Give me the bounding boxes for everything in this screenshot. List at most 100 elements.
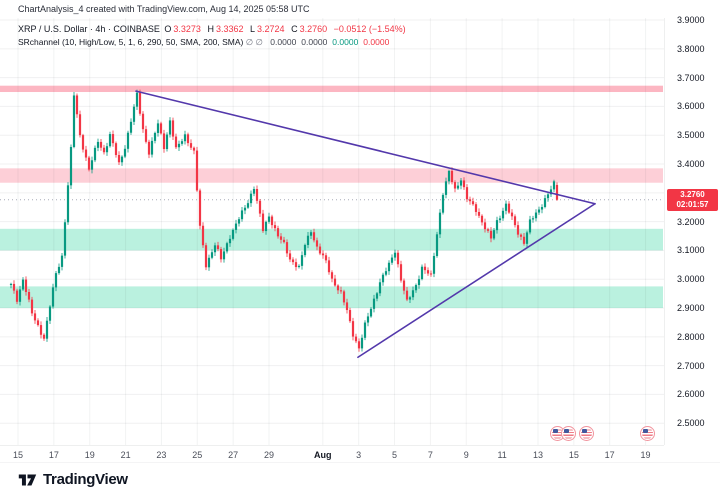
- candle-up: [105, 146, 109, 153]
- price-tick-label: 2.9000: [677, 303, 705, 314]
- candle-up: [378, 282, 382, 294]
- candle-up: [264, 221, 268, 232]
- candle-up: [384, 271, 388, 275]
- price-tick-label: 3.0000: [677, 274, 705, 285]
- candle-down: [285, 242, 289, 254]
- candle-down: [219, 249, 223, 260]
- candle-up: [168, 120, 172, 135]
- candle-down: [30, 299, 34, 314]
- candle-up: [240, 210, 244, 220]
- candle-down: [270, 216, 274, 226]
- candle-up: [207, 257, 211, 268]
- time-tick-label: 13: [532, 450, 543, 460]
- high-value: 3.3362: [215, 24, 244, 34]
- candle-down: [81, 135, 85, 150]
- indicator-value: 0.0000: [363, 37, 390, 47]
- candle-up: [156, 123, 160, 133]
- candle-up: [459, 180, 463, 186]
- candle-down: [423, 266, 427, 271]
- open-value: 3.3273: [173, 24, 201, 34]
- resistance-zone-mid: [0, 168, 663, 183]
- close-value: 3.2760: [299, 24, 328, 34]
- candle-down: [429, 273, 433, 275]
- candle-up: [237, 219, 241, 224]
- candle-up: [531, 218, 535, 220]
- candle-up: [444, 181, 448, 195]
- candle-up: [420, 266, 424, 280]
- symbol-title[interactable]: XRP / U.S. Dollar · 4h · COINBASE: [18, 24, 160, 34]
- candle-up: [447, 170, 451, 182]
- time-tick-label: 15: [568, 450, 579, 460]
- candle-down: [102, 147, 106, 153]
- time-tick-label: 27: [228, 450, 239, 460]
- candle-up: [18, 289, 22, 302]
- candle-up: [408, 297, 412, 300]
- candle-up: [96, 141, 100, 148]
- candle-up: [120, 156, 124, 163]
- candle-down: [198, 190, 202, 226]
- candle-down: [468, 199, 472, 202]
- candle-up: [69, 147, 73, 186]
- indicator-legend-row[interactable]: SRchannel (10, High/Low, 5, 1, 6, 290, 5…: [18, 37, 408, 48]
- candle-down: [510, 212, 514, 217]
- symbol-legend-row[interactable]: XRP / U.S. Dollar · 4h · COINBASE O 3.327…: [18, 24, 408, 34]
- candle-up: [63, 222, 67, 256]
- chart-title-bar: ChartAnalysis_4 created with TradingView…: [0, 0, 720, 18]
- candle-up: [231, 229, 235, 239]
- price-axis[interactable]: 3.2760 02:01:57 3.9000 3.8000 3.7000 3.6000…: [664, 15, 720, 445]
- candle-up: [126, 132, 130, 149]
- candle-down: [162, 133, 166, 150]
- time-tick-label: 19: [84, 450, 95, 460]
- time-axis[interactable]: 15 17 19 21 23 25 27 29 Aug 3 5 7 9 11 13 15 17 19: [0, 445, 664, 463]
- candle-up: [72, 95, 76, 148]
- candle-up: [393, 252, 397, 258]
- candle-down: [282, 239, 286, 243]
- candle-down: [99, 141, 103, 148]
- candle-down: [159, 123, 163, 134]
- candle-up: [552, 181, 556, 190]
- candle-down: [189, 143, 193, 148]
- candle-down: [195, 150, 199, 191]
- candle-down: [450, 170, 454, 183]
- tradingview-wordmark[interactable]: TradingView: [43, 471, 128, 488]
- candle-down: [555, 184, 559, 200]
- candle-down: [114, 143, 118, 156]
- candlestick-plot[interactable]: [0, 18, 664, 445]
- candle-down: [516, 225, 520, 235]
- candle-up: [57, 266, 61, 274]
- tradingview-logo-icon[interactable]: [18, 473, 37, 487]
- candle-down: [462, 180, 466, 188]
- candle-down: [39, 325, 43, 335]
- candle-up: [381, 274, 385, 283]
- candle-down: [399, 264, 403, 281]
- candle-up: [180, 141, 184, 144]
- price-tick-label: 2.7000: [677, 360, 705, 371]
- chart-area[interactable]: XRP / U.S. Dollar · 4h · COINBASE O 3.327…: [0, 15, 720, 445]
- time-tick-label: 29: [264, 450, 275, 460]
- indicator-values: 0.0000 0.0000 0.0000 0.0000: [265, 37, 389, 47]
- indicator-value: 0.0000: [332, 37, 359, 47]
- candle-up: [225, 243, 229, 252]
- chart-legend: XRP / U.S. Dollar · 4h · COINBASE O 3.327…: [18, 24, 408, 48]
- candle-up: [546, 194, 550, 199]
- economic-event-icon[interactable]: [639, 426, 655, 441]
- page-title: ChartAnalysis_4 created with TradingView…: [18, 4, 310, 14]
- candle-down: [273, 225, 277, 229]
- candle-down: [261, 213, 265, 232]
- candle-down: [111, 134, 115, 144]
- candle-up: [441, 194, 445, 213]
- candle-up: [438, 212, 442, 235]
- economic-event-icon[interactable]: [560, 426, 576, 441]
- economic-event-icon[interactable]: [578, 426, 594, 441]
- candle-up: [21, 279, 25, 290]
- indicator-value: 0.0000: [301, 37, 328, 47]
- candle-up: [525, 232, 529, 244]
- candle-down: [321, 253, 325, 256]
- candle-down: [486, 229, 490, 231]
- support-zone-lower: [0, 286, 663, 309]
- candle-down: [138, 92, 142, 114]
- close-label: C: [291, 24, 298, 34]
- candle-down: [336, 285, 340, 291]
- candle-up: [210, 252, 214, 258]
- indicator-title[interactable]: SRchannel (10, High/Low, 5, 1, 6, 290, 5…: [18, 37, 244, 47]
